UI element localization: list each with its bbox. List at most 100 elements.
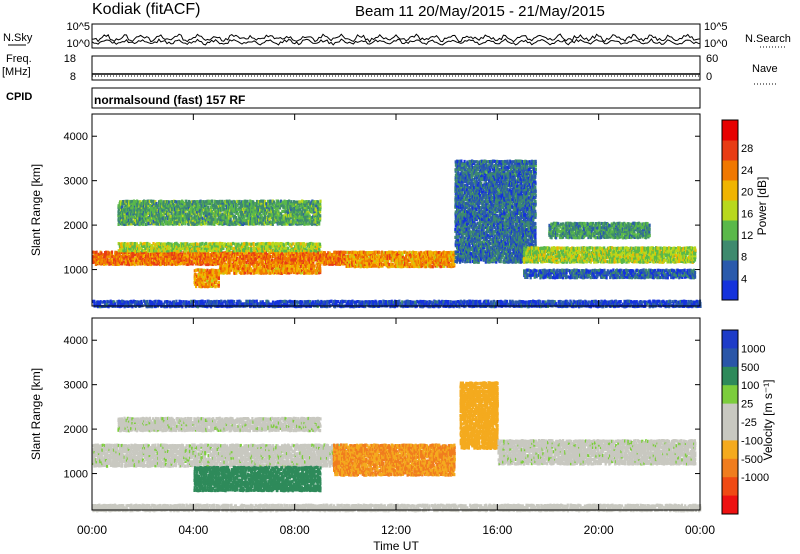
data-cell [191,222,194,226]
data-cell [269,202,272,206]
data-cell [300,250,304,255]
data-cell [259,264,262,268]
data-cell [263,218,267,222]
data-cell [448,262,452,267]
data-cell [246,266,249,270]
data-cell [240,242,243,246]
data-cell [357,251,360,255]
data-cell [319,269,322,273]
data-cell [244,257,247,261]
data-cell [187,210,190,214]
data-cell [221,242,224,246]
data-cell [121,258,124,262]
data-cell [207,253,210,257]
data-cell [234,264,237,268]
data-cell [216,259,219,263]
data-cell [412,254,415,258]
data-cell [224,252,227,256]
data-cell [159,212,163,216]
data-cell [130,222,133,226]
data-cell [177,204,180,208]
data-cell [134,208,137,212]
data-cell [206,210,209,214]
data-cell [248,254,251,259]
data-cell [249,206,253,210]
data-cell [298,270,301,274]
data-cell [226,256,229,260]
data-cell [172,256,176,260]
data-cell [205,258,208,263]
data-cell [148,210,151,214]
data-cell [431,257,434,261]
data-cell [184,251,187,255]
data-cell [195,207,198,212]
data-cell [122,260,125,264]
data-cell [184,220,187,224]
data-cell [272,269,275,273]
data-cell [284,269,287,273]
data-cell [177,220,180,224]
data-cell [196,277,199,281]
data-cell [190,242,193,246]
data-cell [236,210,239,214]
data-cell [262,205,265,209]
data-cell [193,247,196,251]
data-cell [199,252,202,256]
data-cell [335,253,338,257]
data-cell [268,222,271,226]
data-cell [274,269,277,273]
data-cell [414,262,417,266]
data-cell [181,206,184,210]
data-cell [439,254,442,259]
data-cell [92,254,95,258]
data-cell [133,257,136,261]
data-cell [400,265,403,269]
data-cell [345,256,348,260]
data-cell [239,216,242,220]
data-cell [196,242,199,246]
data-cell [149,258,152,262]
data-cell [261,264,264,268]
data-cell [304,248,307,252]
data-cell [214,207,217,211]
data-cell [366,263,369,267]
data-cell [134,206,138,210]
data-cell [319,260,322,264]
data-cell [149,208,152,212]
data-cell [374,257,377,261]
data-cell [290,258,293,262]
data-cell [176,202,179,206]
data-cell [144,202,147,206]
data-cell [317,256,320,260]
data-cell [168,255,171,259]
data-cell [130,218,133,222]
data-cell [395,261,399,265]
data-cell [229,262,232,266]
data-cell [253,206,256,210]
data-cell [103,258,106,262]
data-cell [257,200,260,204]
data-cell [368,262,371,266]
data-cell [275,247,278,251]
data-cell [223,242,226,246]
power-heatmap [92,159,702,309]
data-cell [224,216,227,220]
data-cell [384,263,387,267]
data-cell [177,212,180,216]
freq-left-label-top: Freq. [6,53,32,65]
data-cell [253,216,256,220]
data-cell [392,257,395,261]
data-cell [386,262,390,267]
data-cell [421,253,424,257]
data-cell [207,210,210,214]
data-cell [421,259,424,263]
data-cell [183,242,186,246]
freq-right-label: Nave [752,63,778,75]
data-cell [158,201,161,206]
data-cell [243,251,246,255]
data-cell [227,214,230,218]
data-cell [198,274,201,278]
data-cell [243,210,246,214]
data-cell [206,268,209,272]
data-cell [277,250,280,254]
